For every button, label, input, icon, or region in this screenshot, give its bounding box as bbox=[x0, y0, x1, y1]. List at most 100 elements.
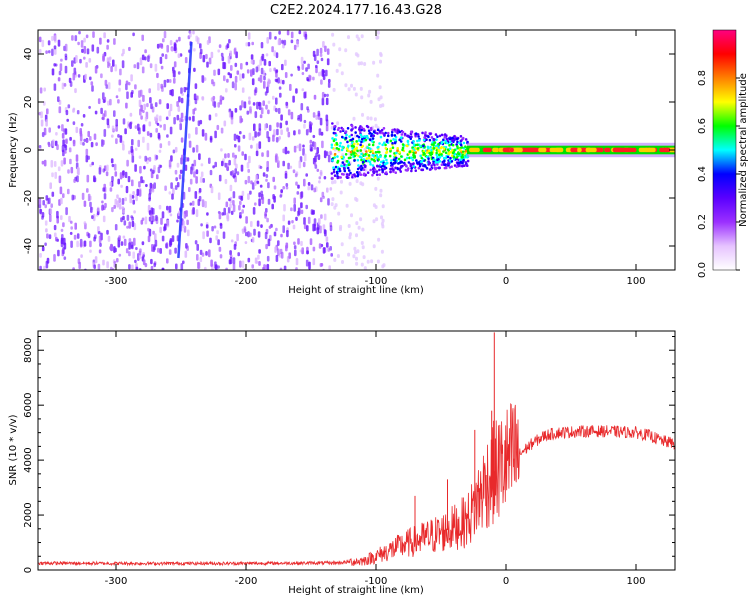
heatmap-cell bbox=[193, 48, 196, 52]
heatmap-cell bbox=[251, 182, 255, 190]
heatmap-cell bbox=[316, 147, 319, 154]
heatmap-cell bbox=[268, 31, 272, 40]
heatmap-cell bbox=[336, 172, 339, 175]
heatmap-cell bbox=[261, 53, 265, 61]
heatmap-cell bbox=[360, 128, 363, 132]
heatmap-cell bbox=[252, 68, 255, 76]
heatmap-cell bbox=[151, 189, 155, 193]
heatmap-cell bbox=[361, 160, 365, 164]
heatmap-cell bbox=[180, 97, 184, 104]
heatmap-cell bbox=[251, 237, 255, 243]
heatmap-cell bbox=[85, 138, 89, 143]
heatmap-cell bbox=[290, 73, 293, 77]
heatmap-cell bbox=[206, 212, 209, 216]
heatmap-cell bbox=[438, 160, 442, 163]
heatmap-cell bbox=[197, 120, 201, 127]
colorbar-tick-label: 0.8 bbox=[697, 70, 708, 86]
heatmap-cell bbox=[322, 41, 325, 48]
heatmap-cell bbox=[247, 193, 250, 200]
heatmap-cell bbox=[391, 128, 394, 132]
heatmap-cell bbox=[333, 152, 337, 156]
heatmap-cell bbox=[273, 67, 276, 72]
heatmap-cell bbox=[239, 131, 242, 135]
heatmap-cell bbox=[410, 135, 413, 139]
heatmap-cell bbox=[248, 100, 251, 105]
heatmap-cell bbox=[376, 176, 380, 181]
heatmap-cell bbox=[209, 135, 213, 143]
heatmap-cell bbox=[361, 135, 364, 139]
heatmap-cell bbox=[279, 248, 283, 255]
heatmap-cell bbox=[396, 131, 399, 135]
heatmap-cell bbox=[359, 173, 363, 176]
heatmap-cell bbox=[330, 143, 334, 147]
heatmap-cell bbox=[336, 155, 339, 158]
heatmap-cell bbox=[380, 160, 383, 164]
heatmap-cell bbox=[53, 83, 57, 91]
heatmap-cell bbox=[206, 61, 209, 68]
heatmap-cell bbox=[369, 116, 373, 121]
heatmap-cell bbox=[234, 168, 237, 174]
heatmap-cell bbox=[389, 139, 393, 143]
heatmap-cell bbox=[344, 153, 348, 156]
heatmap-cell bbox=[255, 174, 258, 181]
heatmap-cell bbox=[53, 63, 56, 67]
heatmap-cell bbox=[214, 161, 217, 168]
heatmap-cell bbox=[338, 167, 341, 171]
heatmap-cell bbox=[312, 258, 316, 266]
heatmap-cell bbox=[140, 176, 143, 184]
heatmap-cell bbox=[48, 50, 51, 54]
heatmap-cell bbox=[46, 233, 49, 239]
heatmap-cell bbox=[230, 239, 234, 243]
heatmap-cell bbox=[144, 116, 148, 122]
heatmap-cell bbox=[83, 200, 87, 207]
heatmap-cell bbox=[226, 78, 229, 83]
heatmap-cell bbox=[103, 129, 107, 137]
heatmap-cell bbox=[131, 216, 134, 221]
heatmap-cell bbox=[126, 225, 129, 229]
heatmap-cell bbox=[438, 149, 441, 153]
heatmap-cell bbox=[175, 177, 178, 182]
heatmap-cell bbox=[378, 165, 381, 168]
heatmap-cell bbox=[306, 78, 310, 82]
heatmap-cell bbox=[381, 164, 385, 168]
heatmap-cell bbox=[308, 261, 311, 270]
heatmap-cell bbox=[264, 211, 267, 219]
heatmap-cell bbox=[300, 240, 303, 247]
heatmap-cell bbox=[128, 46, 131, 52]
heatmap-cell bbox=[125, 83, 128, 91]
heatmap-cell bbox=[122, 144, 125, 151]
y-tick-label: 8000 bbox=[23, 338, 34, 363]
heatmap-cell bbox=[241, 151, 244, 156]
heatmap-cell bbox=[220, 148, 223, 152]
heatmap-cell bbox=[383, 167, 386, 171]
heatmap-cell bbox=[367, 129, 371, 133]
heatmap-cell bbox=[38, 36, 42, 43]
heatmap-cell bbox=[364, 159, 368, 163]
heatmap-cell bbox=[275, 227, 278, 232]
colorbar-ticks: 0.00.20.40.60.8 bbox=[697, 70, 740, 278]
heatmap-cell bbox=[276, 128, 279, 136]
heatmap-cell bbox=[335, 141, 338, 145]
heatmap-cell bbox=[394, 138, 397, 142]
heatmap-cell bbox=[123, 220, 127, 226]
heatmap-cell bbox=[115, 118, 118, 127]
heatmap-cell bbox=[286, 230, 289, 238]
heatmap-cell bbox=[316, 60, 320, 65]
heatmap-cell bbox=[198, 188, 202, 193]
heatmap-cell bbox=[297, 66, 301, 71]
heatmap-cell bbox=[383, 141, 386, 145]
heatmap-cell bbox=[250, 54, 254, 60]
heatmap-cell bbox=[325, 124, 329, 132]
heatmap-cell bbox=[57, 166, 61, 172]
heatmap-cell bbox=[157, 132, 161, 139]
heatmap-cell bbox=[318, 243, 322, 249]
heatmap-cell bbox=[233, 173, 236, 178]
heatmap-cell bbox=[254, 87, 258, 94]
heatmap-cell bbox=[126, 214, 130, 221]
heatmap-cell bbox=[227, 72, 231, 76]
heatmap-cell bbox=[122, 215, 125, 221]
heatmap-cell bbox=[169, 213, 173, 217]
heatmap-cell bbox=[275, 137, 279, 143]
